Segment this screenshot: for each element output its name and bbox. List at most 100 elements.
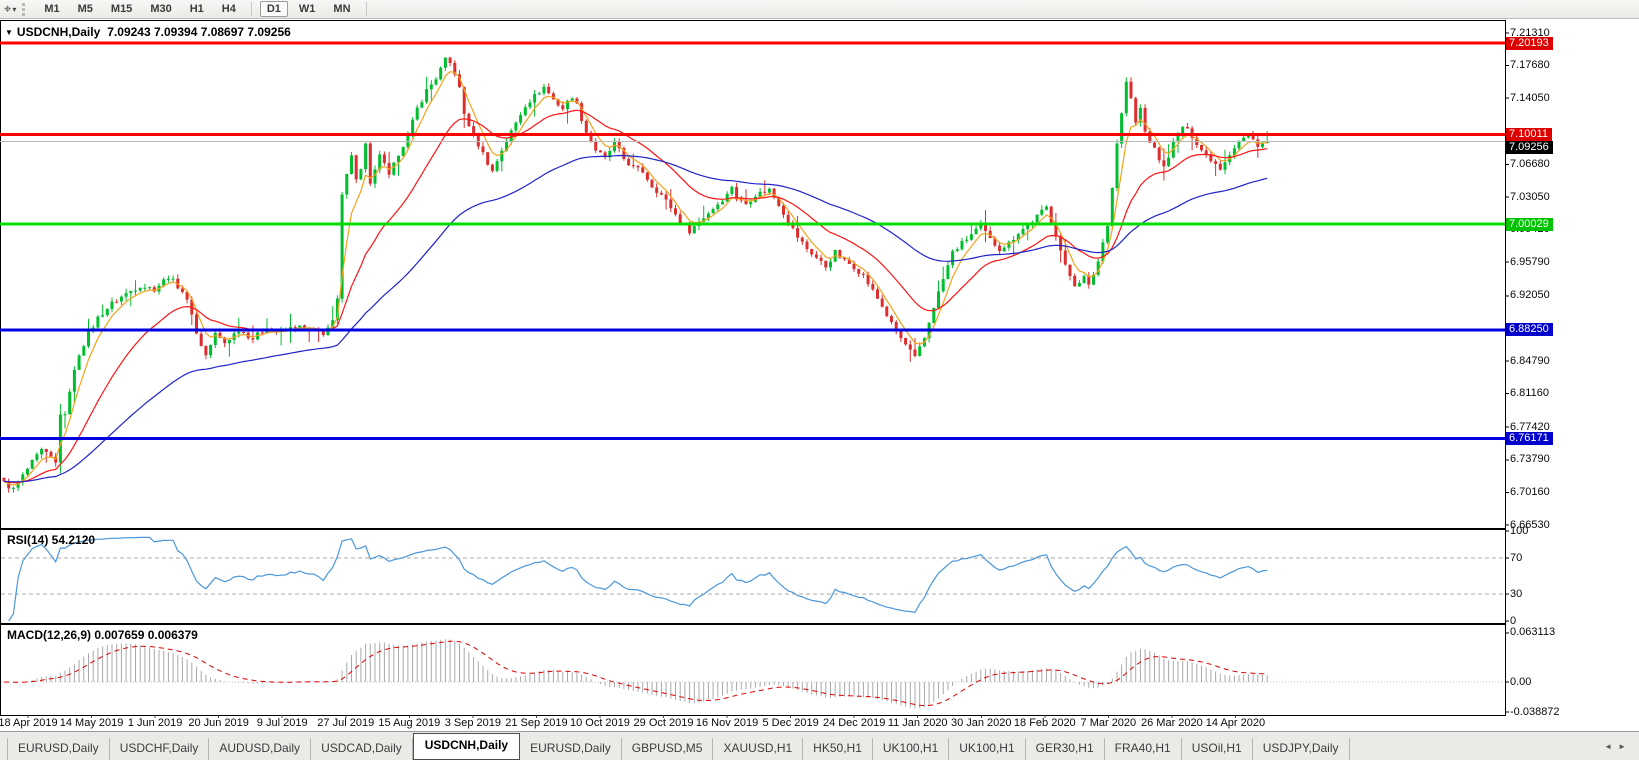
rsi-label: RSI(14) 54.2120 [7,533,96,547]
axis-ticks [27,32,1509,718]
timeframe-button-w1[interactable]: W1 [298,3,316,15]
date-label: 7 Mar 2020 [1080,717,1137,729]
date-label: 11 Jan 2020 [887,717,948,729]
chart-title[interactable]: ▼ USDCNH,Daily 7.09243 7.09394 7.08697 7.0… [5,25,291,39]
price-tick-label: 6.81160 [1510,387,1549,400]
date-label: 14 May 2019 [59,717,124,729]
price-badge: 6.76171 [1506,431,1553,445]
date-label: 10 Oct 2019 [569,717,630,729]
date-label: 5 Dec 2019 [762,717,819,729]
rsi-tick-label: 0 [1510,614,1517,627]
toolbar: ⌖ ▾ M1 M5 M15 M30 H1 H4 D1 W1 MN [0,0,1639,19]
chart-area: ▼ USDCNH,Daily 7.09243 7.09394 7.08697 7.0… [0,0,1639,731]
price-tick-label: 7.17680 [1510,59,1550,72]
price-tick-label: 7.03050 [1510,190,1550,203]
chart-tab-usdcad-daily[interactable]: USDCAD,Daily [311,738,413,760]
date-label: 24 Dec 2019 [822,717,886,729]
price-tick-label: 7.14050 [1510,91,1550,104]
chart-tab-uk100-h1[interactable]: UK100,H1 [873,738,950,760]
ma-slow-line [3,154,1268,483]
tab-scroll-right-icon[interactable]: ► [1618,742,1632,751]
price-tick-label: 6.66530 [1510,518,1550,531]
tab-scroll-arrows: ◄► [1604,742,1632,751]
chart-tab-uk100-h1[interactable]: UK100,H1 [949,738,1026,760]
timeframe-button-m30[interactable]: M30 [150,3,172,15]
price-badge: 6.88250 [1506,323,1553,337]
chart-tab-gbpusd-m5[interactable]: GBPUSD,M5 [622,738,714,760]
date-label: 14 Apr 2020 [1205,717,1266,729]
price-badge: 7.00029 [1506,217,1553,231]
macd-tick-label: 0.00 [1510,675,1532,688]
timeframe-button-d1[interactable]: D1 [259,1,288,17]
price-tick-label: 6.77420 [1510,420,1550,433]
timeframe-button-h1[interactable]: H1 [189,3,204,15]
chart-tab-xauusd-h1[interactable]: XAUUSD,H1 [713,738,804,760]
rsi-tick-label: 100 [1510,524,1529,537]
date-label: 3 Sep 2019 [444,717,501,729]
macd-label: MACD(12,26,9) 0.007659 0.006379 [7,628,198,642]
macd-histogram [8,639,1268,709]
date-label: 29 Oct 2019 [633,717,694,729]
date-label: 26 Mar 2020 [1141,717,1203,729]
chart-tab-fra40-h1[interactable]: FRA40,H1 [1105,738,1182,760]
timeframe-button-m15[interactable]: M15 [110,3,133,15]
timeframe-button-m5[interactable]: M5 [77,3,93,15]
timeframe-button-mn[interactable]: MN [333,3,351,15]
crosshair-tool-icon[interactable]: ⌖ [4,1,12,16]
chart-tab-usoil-h1[interactable]: USOil,H1 [1182,738,1253,760]
indicator-level-lines [1,557,1504,683]
horizontal-lines [0,41,1505,440]
date-label: 30 Jan 2020 [950,717,1012,729]
chart-tab-usdjpy-daily[interactable]: USDJPY,Daily [1253,738,1350,760]
timeframe-button-m1[interactable]: M1 [44,3,60,15]
price-tick-label: 7.06680 [1510,157,1550,170]
price-tick-label: 6.70160 [1510,485,1550,498]
chart-tab-list: EURUSD,Daily USDCHF,Daily AUDUSD,Daily USDC… [7,733,1350,760]
candles-layer [2,56,1269,493]
chart-tabs: EURUSD,Daily USDCHF,Daily AUDUSD,Daily USDC… [0,731,1639,760]
tab-scroll-left-icon[interactable]: ◄ [1604,742,1619,751]
chart-tab-audusd-daily[interactable]: AUDUSD,Daily [209,738,312,760]
price-tick-label: 6.84790 [1510,354,1550,367]
date-label: 18 Apr 2019 [0,717,58,729]
date-label: 16 Nov 2019 [695,717,759,729]
date-label: 18 Feb 2020 [1013,717,1076,729]
chart-symbol-label: USDCNH,Daily [16,25,101,39]
price-badge: 7.10011 [1506,128,1552,141]
price-badge: 7.20193 [1506,36,1553,50]
timeframe-buttons: M1 M5 M15 M30 H1 H4 D1 W1 MN [35,1,372,17]
timeframe-button-h4[interactable]: H4 [221,3,236,15]
date-label: 27 Jul 2019 [317,717,375,729]
chart-tab-hk50-h1[interactable]: HK50,H1 [803,738,873,760]
chart-tab-ger30-h1[interactable]: GER30,H1 [1026,738,1105,760]
candlestick-chart-canvas[interactable] [0,0,1639,731]
chart-tab-eurusd-daily[interactable]: EURUSD,Daily [520,738,622,760]
date-label: 9 Jul 2019 [256,717,308,729]
rsi-line [8,536,1268,622]
ma-medium-line [3,109,1268,484]
date-label: 20 Jun 2019 [188,717,249,729]
date-label: 21 Sep 2019 [505,717,568,729]
date-label: 1 Jun 2019 [127,717,183,729]
price-tick-label: 7.21310 [1510,26,1550,39]
chevron-down-icon[interactable]: ▾ [12,4,17,14]
toolbar-separator [365,2,367,16]
chart-ohlc-values: 7.09243 7.09394 7.08697 7.09256 [107,25,291,39]
price-tick-label: 6.95790 [1510,255,1550,268]
chart-tab-usdcnh-daily[interactable]: USDCNH,Daily [412,733,521,760]
rsi-tick-label: 30 [1510,587,1523,600]
chart-dropdown-icon: ▼ [5,28,13,37]
price-badge: 7.09256 [1506,141,1553,154]
toolbar-grip [22,2,28,16]
chart-tab-usdchf-daily[interactable]: USDCHF,Daily [110,738,210,760]
chart-tab-eurusd-daily[interactable]: EURUSD,Daily [7,738,110,760]
toolbar-separator [250,2,252,16]
rsi-tick-label: 70 [1510,551,1523,564]
price-tick-label: 6.92050 [1510,289,1550,302]
macd-tick-label: -0.038872 [1510,705,1560,718]
macd-signal-line [3,640,1268,707]
pane-borders [0,20,1506,716]
macd-tick-label: 0.063113 [1510,626,1556,639]
date-label: 15 Aug 2019 [378,717,441,729]
